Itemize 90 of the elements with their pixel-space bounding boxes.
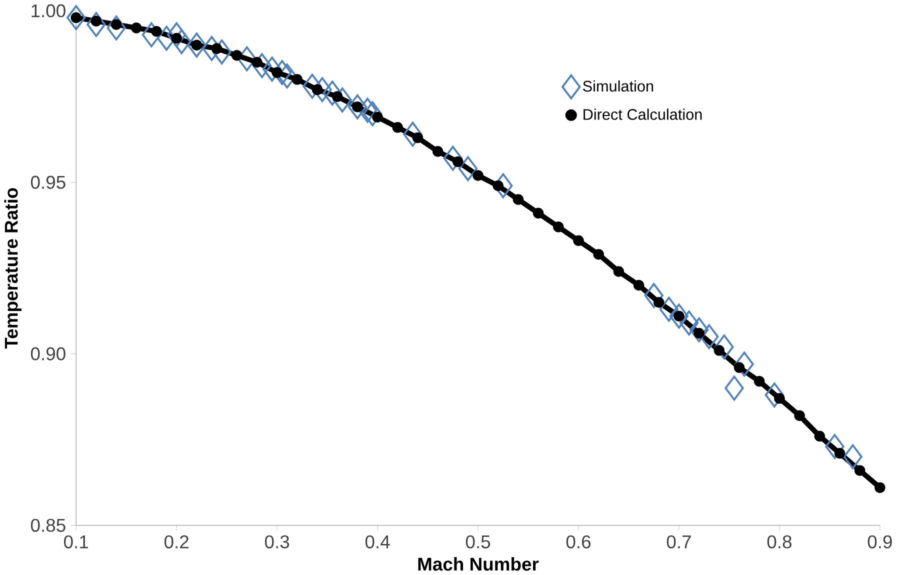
point — [262, 56, 282, 82]
point — [412, 132, 424, 144]
x-tick-label: 0.4 — [365, 535, 390, 548]
x-tick-label: 0.7 — [666, 535, 691, 548]
point — [252, 56, 262, 68]
point — [724, 376, 744, 401]
point — [70, 12, 82, 24]
legend-label: Simulation — [583, 80, 654, 92]
point — [110, 19, 122, 30]
y-tick-label: 0.90 — [30, 347, 66, 360]
point — [874, 482, 886, 494]
x-tick-label: 0.5 — [466, 535, 490, 548]
point — [834, 448, 846, 459]
x-tick-label: 0.2 — [164, 535, 188, 548]
point — [472, 170, 484, 181]
point — [613, 266, 624, 277]
point — [332, 91, 343, 102]
point — [825, 434, 844, 459]
point — [458, 156, 478, 182]
point — [443, 146, 462, 171]
point — [669, 304, 689, 329]
point — [86, 12, 106, 37]
point — [532, 208, 544, 219]
point — [689, 317, 709, 342]
point — [714, 334, 734, 360]
point — [573, 235, 584, 246]
point — [492, 180, 504, 192]
point — [694, 328, 704, 339]
x-axis-title: Mach Number — [418, 557, 539, 571]
x-tick-label: 0.3 — [264, 535, 290, 548]
point — [654, 297, 664, 308]
point — [90, 16, 102, 26]
point — [348, 94, 368, 120]
point — [553, 222, 564, 232]
point — [432, 146, 444, 157]
point — [352, 101, 363, 112]
point — [211, 43, 222, 54]
point — [659, 296, 679, 322]
point — [754, 376, 765, 387]
point — [854, 465, 866, 476]
point — [292, 74, 303, 85]
y-tick-label: 0.85 — [30, 518, 66, 532]
point — [312, 84, 323, 96]
point — [66, 5, 86, 30]
y-tick-label: 1.00 — [32, 4, 66, 18]
point — [674, 310, 684, 322]
point — [814, 430, 826, 442]
point — [452, 156, 464, 168]
y-tick-label: 0.95 — [30, 176, 66, 189]
point — [212, 39, 232, 64]
point — [734, 362, 745, 373]
point — [131, 22, 142, 34]
point — [403, 122, 422, 147]
x-tick-label: 0.8 — [767, 535, 792, 548]
point — [231, 50, 242, 61]
point — [272, 67, 282, 78]
x-tick-label: 0.9 — [868, 535, 892, 548]
point — [187, 32, 206, 58]
point — [700, 324, 719, 350]
point — [764, 382, 784, 408]
point — [372, 112, 383, 123]
point — [593, 248, 604, 260]
point — [734, 352, 754, 377]
point — [633, 280, 644, 291]
point — [794, 410, 805, 421]
x-tick-label: 0.6 — [566, 535, 590, 548]
point — [332, 88, 352, 112]
point — [358, 98, 378, 123]
point — [278, 63, 297, 88]
x-tick-label: 0.1 — [64, 535, 88, 548]
point — [392, 122, 404, 133]
y-axis-title: Temperature Ratio — [4, 188, 22, 349]
point — [362, 101, 382, 126]
point — [106, 15, 126, 40]
point — [644, 283, 664, 308]
point — [843, 444, 862, 470]
point — [166, 22, 186, 48]
point — [237, 46, 257, 72]
legend-label: Direct Calculation — [584, 108, 702, 120]
point — [191, 40, 202, 50]
point — [679, 310, 699, 336]
point — [302, 74, 322, 99]
point — [172, 29, 192, 54]
point — [171, 32, 182, 44]
point — [774, 393, 785, 404]
point — [322, 80, 342, 106]
point — [714, 345, 725, 356]
point — [252, 53, 272, 78]
point — [512, 194, 524, 205]
point — [151, 26, 162, 37]
